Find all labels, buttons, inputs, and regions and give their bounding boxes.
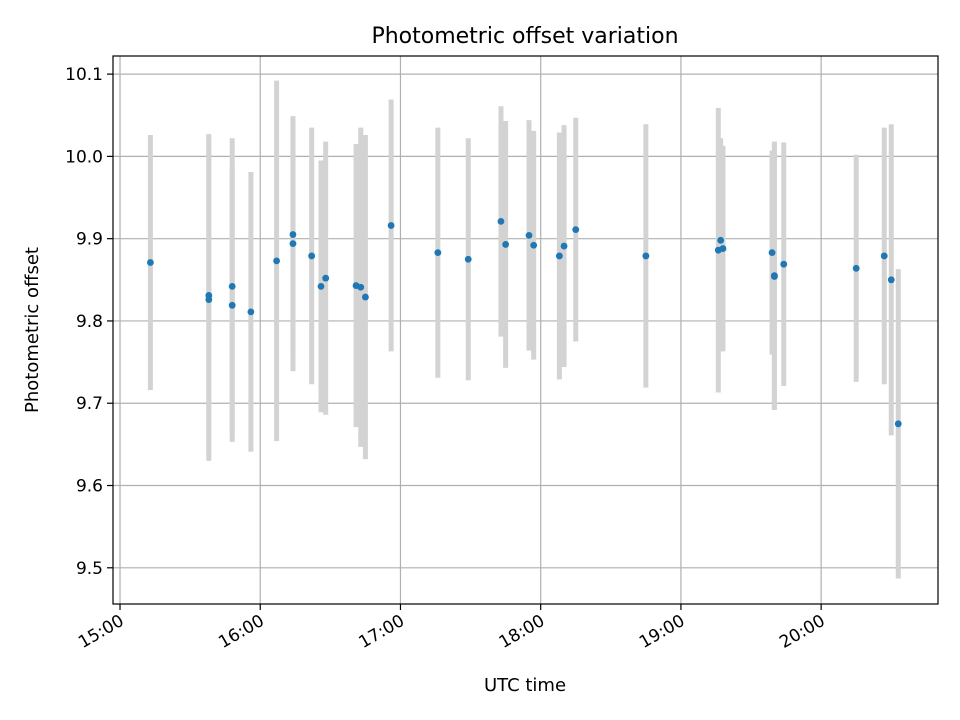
data-point — [530, 241, 538, 249]
y-tick-label: 10.0 — [65, 147, 103, 167]
data-point — [887, 276, 895, 284]
data-point — [771, 273, 778, 280]
data-point — [387, 222, 395, 229]
data-point — [768, 249, 776, 257]
data-point — [322, 274, 330, 282]
data-point — [880, 252, 888, 260]
data-point — [502, 241, 510, 248]
data-point — [560, 242, 568, 250]
point-layer — [146, 217, 902, 428]
data-point — [289, 231, 297, 238]
data-point — [572, 226, 580, 234]
data-point — [357, 283, 365, 291]
data-point — [555, 252, 563, 260]
data-point — [362, 293, 369, 301]
y-tick-label: 9.5 — [76, 559, 103, 579]
data-point — [289, 240, 297, 248]
data-point — [894, 420, 902, 428]
data-point — [719, 245, 727, 252]
data-point — [434, 249, 442, 257]
y-axis-label: Photometric offset — [22, 247, 43, 413]
data-point — [146, 259, 154, 266]
data-point — [317, 282, 325, 290]
data-point — [247, 308, 255, 316]
data-point — [717, 236, 725, 244]
y-tick-label: 9.6 — [76, 477, 103, 497]
data-point — [497, 217, 505, 225]
data-point — [228, 301, 236, 309]
data-point — [464, 255, 472, 263]
y-tick-label: 9.7 — [76, 394, 103, 414]
x-axis-label: UTC time — [484, 675, 566, 696]
data-point — [525, 231, 533, 239]
data-point — [273, 257, 280, 265]
y-tick-label: 10.1 — [65, 65, 103, 85]
data-point — [852, 264, 860, 272]
tick-layer: 15:00 16:00 17:00 18:00 19:00 20:009.59.69.79… — [65, 65, 829, 653]
data-point — [205, 296, 213, 303]
plot-frame — [112, 55, 939, 605]
y-tick-label: 9.8 — [76, 312, 103, 332]
data-point — [228, 282, 236, 290]
data-point — [308, 252, 316, 260]
chart-title: Photometric offset variation — [371, 24, 678, 49]
y-tick-label: 9.9 — [76, 230, 103, 250]
data-point — [642, 252, 650, 260]
data-point — [780, 260, 788, 268]
